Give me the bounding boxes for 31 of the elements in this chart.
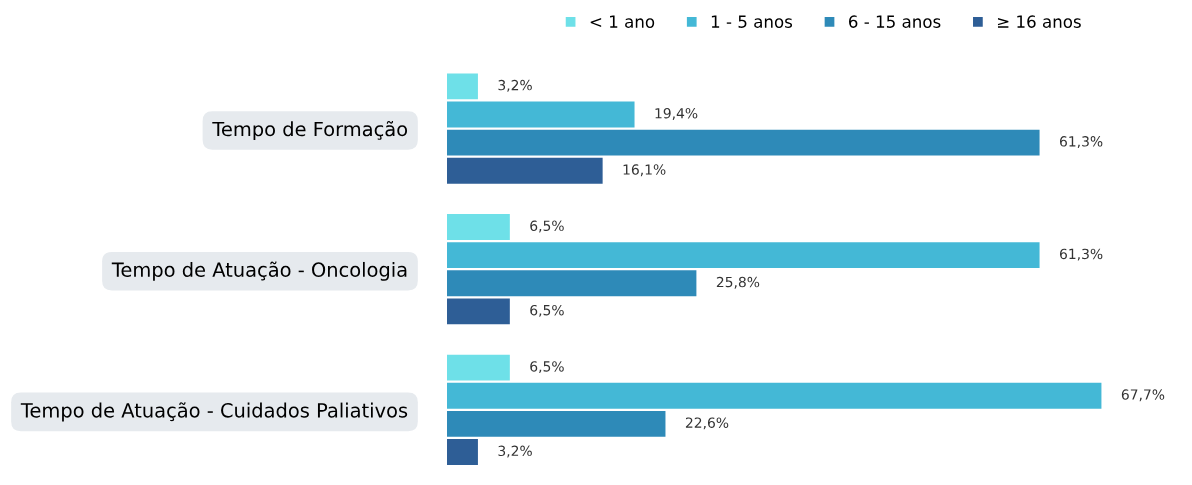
bar — [447, 157, 603, 184]
bar — [447, 129, 1040, 156]
data-label: 22,6% — [685, 417, 729, 430]
data-label: 3,2% — [498, 79, 532, 92]
bar — [447, 410, 666, 437]
data-label: 6,5% — [530, 304, 564, 317]
data-label: 67,7% — [1121, 389, 1165, 402]
bar — [447, 382, 1102, 409]
bar — [447, 270, 697, 297]
data-label: 19,4% — [655, 107, 698, 120]
bar — [447, 242, 1040, 269]
y-tick-label: Tempo de Atuação - Oncologia — [111, 261, 407, 281]
bar — [447, 214, 510, 240]
legend-label: 6 - 15 anos — [849, 15, 941, 28]
data-label: 61,3% — [1059, 248, 1103, 261]
legend-label: ≥ 16 anos — [997, 15, 1081, 28]
y-tick-label: Tempo de Formação — [212, 120, 408, 141]
legend-label: < 1 ano — [590, 15, 655, 28]
data-label: 16,1% — [623, 164, 666, 177]
data-label: 3,2% — [498, 445, 532, 458]
data-label: 6,5% — [530, 220, 564, 233]
data-label: 61,3% — [1059, 136, 1103, 149]
bar — [447, 101, 635, 128]
bar — [447, 298, 510, 325]
bar — [447, 354, 510, 381]
data-label: 25,8% — [716, 276, 760, 289]
bar — [447, 439, 478, 465]
y-tick-label: Tempo de Atuação - Cuidados Paliativos — [20, 402, 408, 422]
data-label: 6,5% — [530, 361, 564, 374]
bar — [447, 73, 478, 100]
legend-label: 1 - 5 anos — [711, 15, 793, 28]
